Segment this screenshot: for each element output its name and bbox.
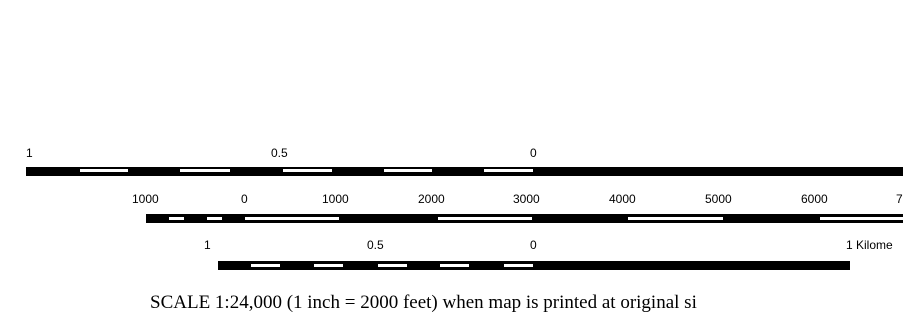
feet-bar-segment — [628, 217, 723, 220]
km-bar-segment — [504, 264, 533, 267]
miles-bar-segment — [283, 169, 332, 172]
feet-label-5000: 5000 — [705, 192, 732, 206]
feet-label-3000: 3000 — [513, 192, 540, 206]
miles-bar-segment — [384, 169, 432, 172]
miles-bar-segment — [80, 169, 128, 172]
feet-bar-segment — [207, 217, 222, 220]
miles-label-1: 1 — [26, 146, 33, 160]
miles-label-0: 0 — [530, 146, 537, 160]
feet-label-2000: 2000 — [418, 192, 445, 206]
km-bar-segment — [314, 264, 343, 267]
km-bar-segment — [440, 264, 469, 267]
feet-bar-segment — [820, 217, 903, 220]
feet-label-1000-left: 1000 — [132, 192, 159, 206]
km-label-0: 0 — [530, 238, 537, 252]
km-label-1: 1 — [204, 238, 211, 252]
miles-bar — [26, 167, 903, 176]
scale-caption: SCALE 1:24,000 (1 inch = 2000 feet) when… — [150, 292, 697, 313]
miles-bar-segment — [484, 169, 533, 172]
feet-label-4000: 4000 — [609, 192, 636, 206]
feet-bar-segment — [169, 217, 184, 220]
km-label-1-kilometer: 1 Kilome — [846, 238, 893, 252]
km-bar-segment — [251, 264, 280, 267]
miles-label-0-5: 0.5 — [271, 146, 288, 160]
feet-label-0: 0 — [241, 192, 248, 206]
feet-bar-segment — [438, 217, 532, 220]
feet-label-1000: 1000 — [322, 192, 349, 206]
km-bar-segment — [378, 264, 407, 267]
km-label-0-5: 0.5 — [367, 238, 384, 252]
feet-label-6000: 6000 — [801, 192, 828, 206]
miles-bar-segment — [180, 169, 230, 172]
feet-bar-segment — [245, 217, 339, 220]
feet-label-7000: 7 — [896, 192, 903, 206]
km-bar — [218, 261, 850, 270]
